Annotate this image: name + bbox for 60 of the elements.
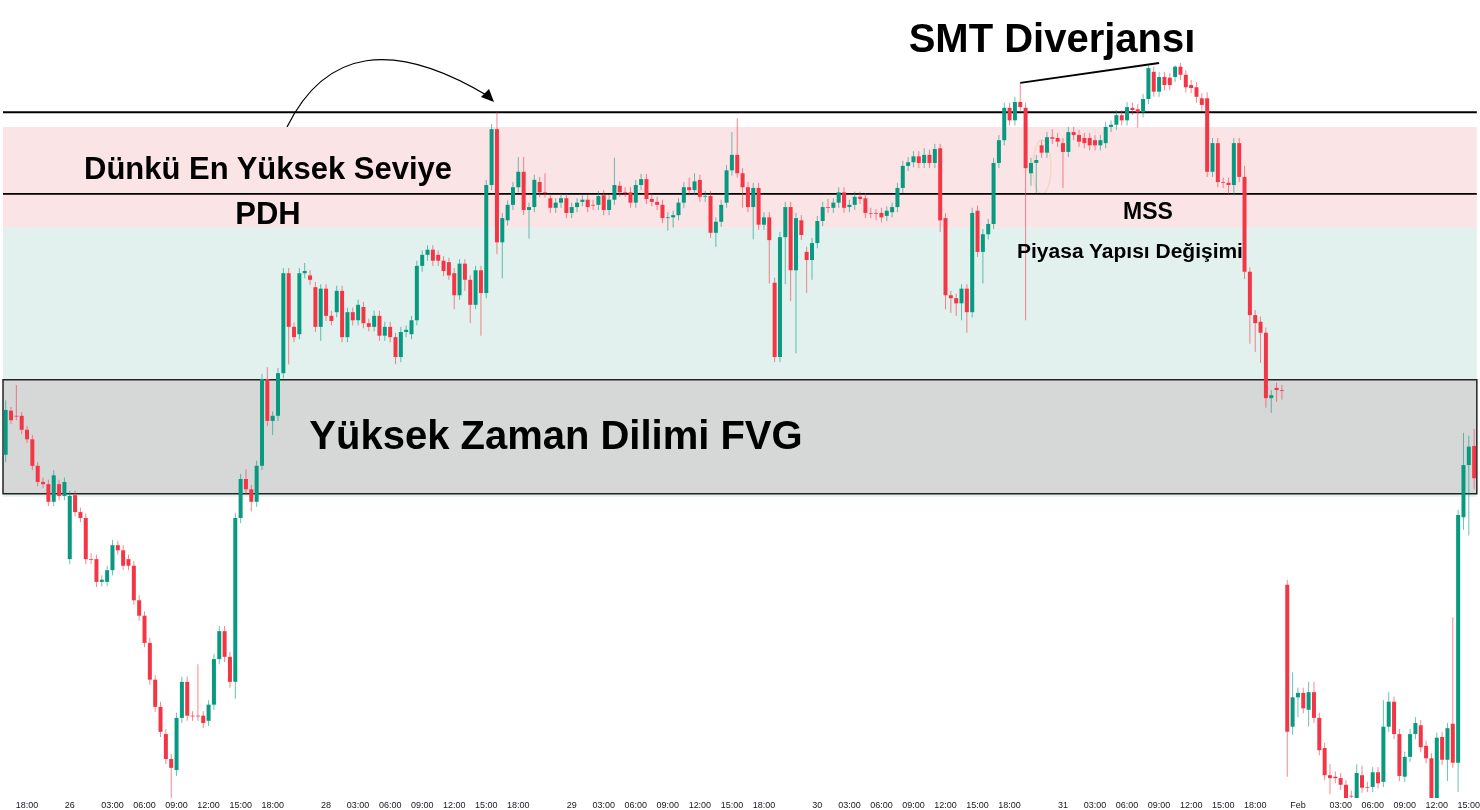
x-tick-label: 03:00 (1329, 800, 1352, 810)
candlestick (906, 156, 911, 172)
x-tick-label: Feb (1290, 800, 1306, 810)
x-tick-label: 09:00 (1147, 800, 1171, 810)
x-tick-label: 09:00 (902, 800, 925, 810)
x-tick-label: 12:00 (1425, 800, 1449, 810)
x-tick-label: 18:00 (998, 800, 1021, 810)
x-tick-label: 12:00 (197, 800, 220, 810)
x-tick-label: 12:00 (688, 800, 712, 810)
x-tick-label: 26 (64, 800, 75, 810)
text: SMT Diverjansı (908, 16, 1196, 60)
x-tick-label: 30 (812, 800, 823, 810)
x-tick-label: 03:00 (1083, 800, 1107, 810)
x-tick-label: 15:00 (229, 800, 252, 810)
candlestick (639, 173, 644, 191)
candlestick (761, 211, 766, 231)
x-tick-label: 18:00 (15, 800, 39, 810)
x-tick-label: 09:00 (165, 800, 188, 810)
x-tick-label: 15:00 (475, 800, 498, 810)
x-tick-label: 15:00 (966, 800, 989, 810)
x-tick-label: 28 (321, 800, 332, 810)
x-tick-label: 06:00 (1115, 800, 1139, 810)
candlestick (308, 269, 313, 286)
x-tick-label: 03:00 (101, 800, 124, 810)
candlestick (826, 198, 831, 214)
x-tick-label: 18:00 (752, 800, 776, 810)
x-tick-label: 15:00 (1211, 800, 1235, 810)
x-tick-label: 03:00 (346, 800, 370, 810)
x-tick-label: 03:00 (592, 800, 615, 810)
annotation: Piyasa Yapısı Değişimi (1017, 239, 1243, 262)
x-tick-label: 09:00 (410, 800, 434, 810)
candlestick (559, 193, 564, 209)
candlestick (9, 406, 14, 425)
annotation: PDH (235, 196, 301, 231)
x-tick-label: 15:00 (1457, 800, 1480, 810)
x-tick-label: 29 (566, 800, 577, 810)
candlestick (1221, 177, 1226, 189)
candlestick (655, 196, 660, 211)
candlestick (25, 425, 30, 444)
x-tick-label: 09:00 (656, 800, 680, 810)
x-tick-label: 12:00 (934, 800, 957, 810)
x-tick-label: 12:00 (1179, 800, 1203, 810)
band-label: Yüksek Zaman Dilimi FVG (309, 412, 803, 457)
x-tick-label: 03:00 (838, 800, 861, 810)
x-tick-label: 31 (1057, 800, 1068, 810)
annotation: MSS (1123, 198, 1173, 224)
x-tick-label: 06:00 (1361, 800, 1384, 810)
x-tick-label: 06:00 (378, 800, 402, 810)
annotation: Dünkü En Yüksek Seviye (84, 151, 452, 186)
candlestick (703, 190, 708, 203)
x-tick-label: 18:00 (507, 800, 530, 810)
x-tick-label: 06:00 (624, 800, 648, 810)
x-tick-label: 06:00 (870, 800, 893, 810)
x-tick-label: 18:00 (1243, 800, 1267, 810)
x-tick-label: 12:00 (442, 800, 466, 810)
x-tick-label: 18:00 (261, 800, 284, 810)
candlestick (1279, 384, 1284, 401)
x-tick-label: 09:00 (1393, 800, 1416, 810)
x-tick-label: 15:00 (720, 800, 744, 810)
x-tick-label: 06:00 (133, 800, 156, 810)
